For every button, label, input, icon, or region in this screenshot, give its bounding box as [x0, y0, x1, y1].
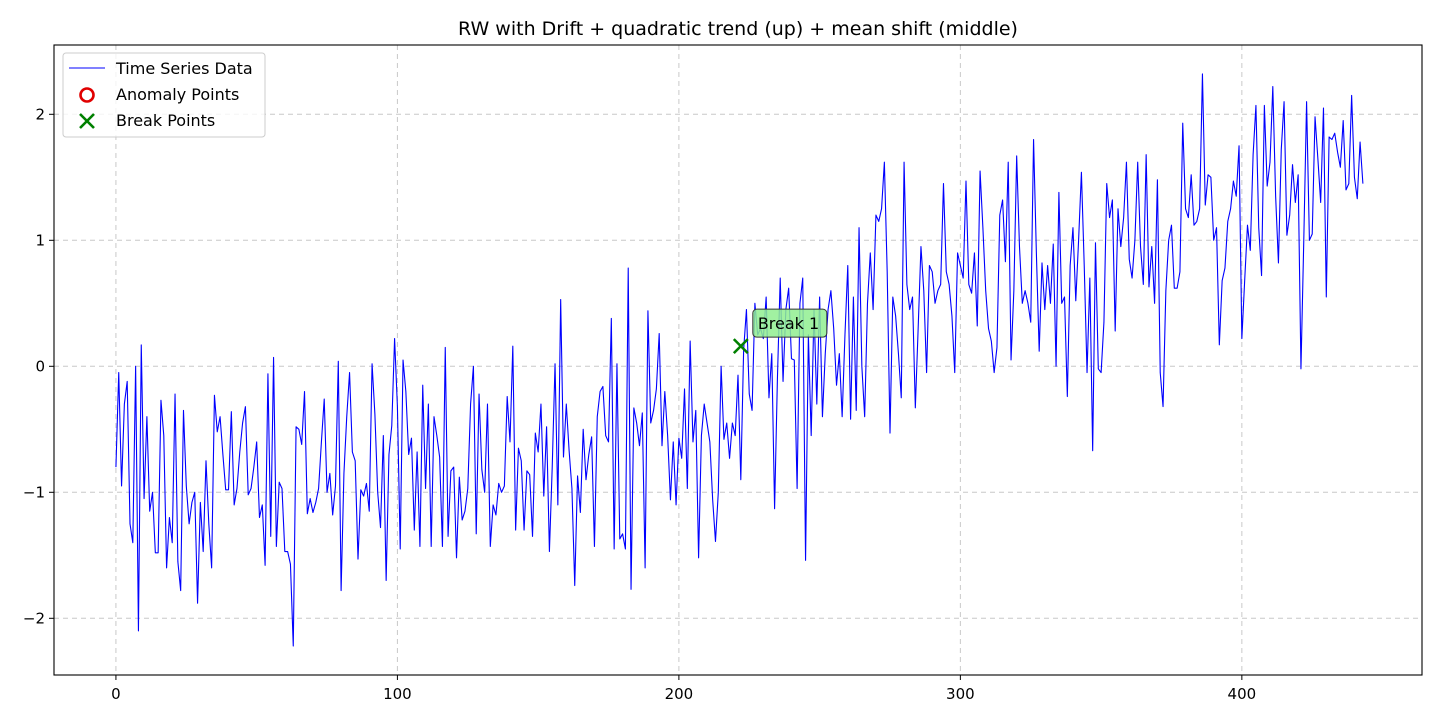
legend: Time Series Data Anomaly Points Break Po…	[62, 52, 266, 138]
legend-label-series: Time Series Data	[115, 59, 253, 78]
marker-layer: Break 1	[732, 308, 828, 355]
ticks: 0 100 200 300 400 −2 −1 0 1 2	[23, 105, 1256, 703]
y-tick-label: −1	[23, 483, 45, 501]
x-tick-label: 0	[111, 685, 121, 703]
x-tick-label: 300	[946, 685, 975, 703]
y-tick-label: −2	[23, 609, 45, 627]
break-annotation-label: Break 1	[758, 314, 819, 333]
x-tick-label: 200	[665, 685, 694, 703]
x-tick-label: 400	[1228, 685, 1257, 703]
legend-label-break: Break Points	[116, 111, 215, 130]
break-marker	[732, 338, 749, 355]
y-tick-label: 0	[35, 357, 45, 375]
legend-frame	[62, 52, 266, 138]
grid	[54, 45, 1422, 675]
y-tick-label: 1	[35, 231, 45, 249]
x-tick-label: 100	[383, 685, 412, 703]
plot-area-frame	[53, 44, 1423, 676]
legend-anomaly-marker	[79, 87, 95, 103]
break-annotation-box	[752, 308, 828, 338]
chart-title: RW with Drift + quadratic trend (up) + m…	[458, 18, 1018, 40]
legend-label-anomaly: Anomaly Points	[116, 85, 239, 104]
series-layer	[115, 73, 1364, 647]
y-tick-label: 2	[35, 105, 45, 123]
legend-break-marker	[79, 113, 95, 129]
series-line	[115, 73, 1364, 647]
